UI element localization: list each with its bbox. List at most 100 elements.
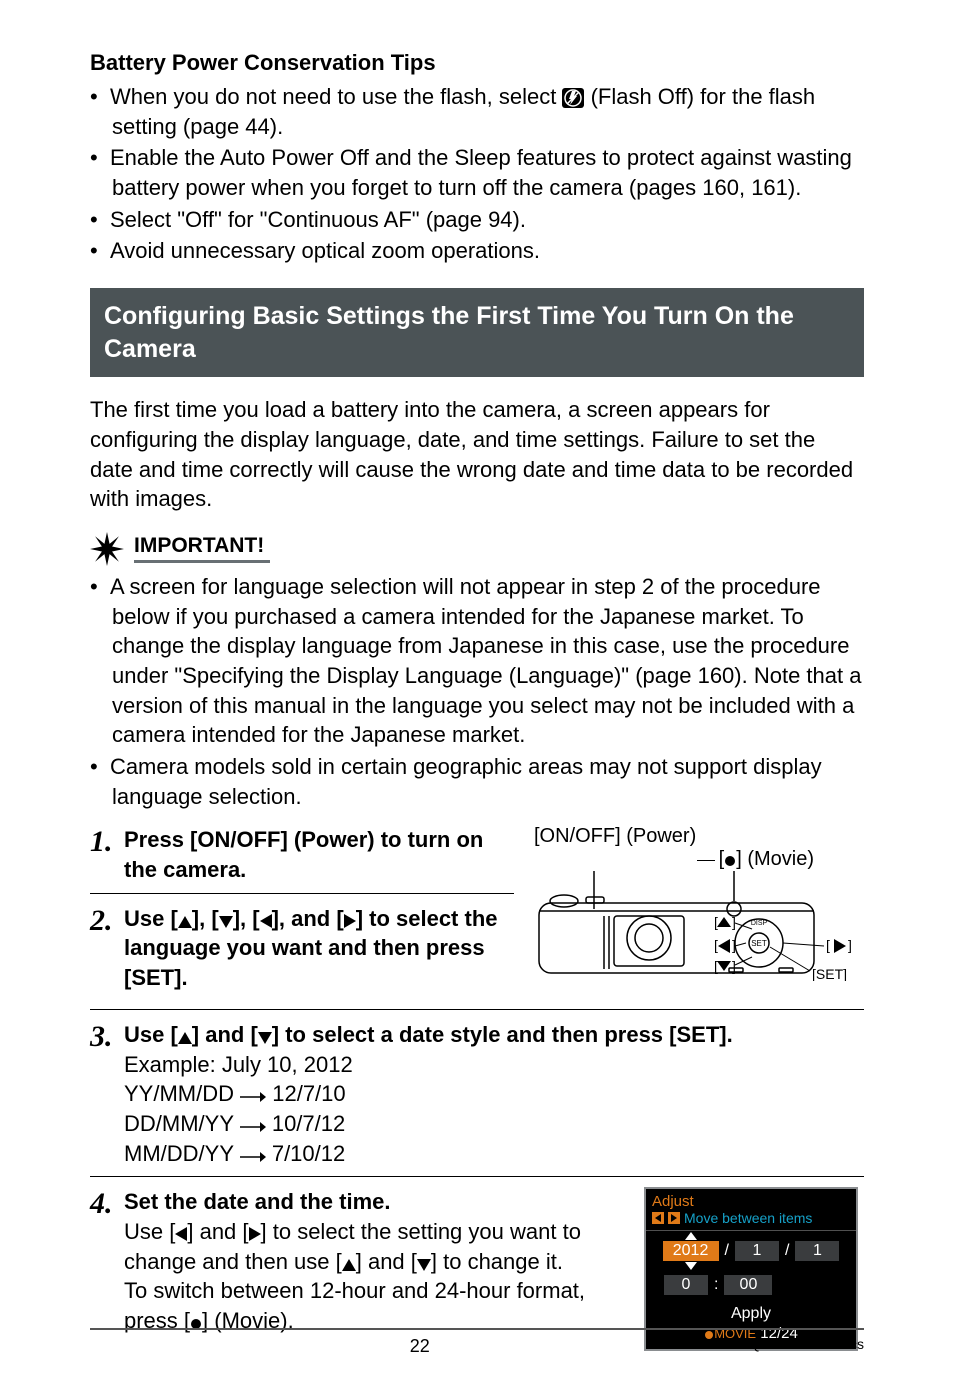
svg-text:[: [	[826, 937, 830, 953]
important-label: IMPORTANT!	[134, 534, 270, 563]
battery-tip-1: • When you do not need to use the flash,…	[90, 82, 864, 141]
apply-label: Apply	[654, 1305, 848, 1323]
important-row: IMPORTANT!	[90, 532, 864, 566]
hour-field: 0	[664, 1275, 708, 1295]
step-4-head: Set the date and the time.	[124, 1187, 624, 1217]
footer-label: Quick Start Basics	[750, 1336, 864, 1357]
dot-icon	[724, 855, 736, 867]
s2b: ], [	[192, 906, 219, 931]
s2c: ], [	[233, 906, 260, 931]
step-4-number: 4.	[90, 1187, 124, 1335]
s3l1b: 12/7/10	[266, 1081, 346, 1106]
svg-text:[: [	[714, 958, 718, 974]
battery-tip-2-text: Enable the Auto Power Off and the Sleep …	[110, 145, 852, 200]
colon: :	[714, 1276, 718, 1294]
triangle-up-icon	[178, 916, 192, 928]
step-1-number: 1.	[90, 825, 124, 884]
slash: /	[725, 1242, 729, 1260]
adjust-header: Adjust	[646, 1189, 856, 1210]
step-1: 1. Press [ON/OFF] (Power) to turn on the…	[90, 825, 514, 884]
flash-off-icon	[562, 88, 584, 108]
divider	[90, 893, 514, 894]
onoff-label: [ON/OFF] (Power)	[534, 825, 864, 848]
triangle-right-icon	[249, 1227, 261, 1241]
svg-text:]: ]	[732, 937, 736, 953]
step-4-body2: To switch between 12-hour and 24-hour fo…	[124, 1276, 624, 1335]
intro-paragraph: The first time you load a battery into t…	[90, 395, 864, 514]
s3l2b: 10/7/12	[266, 1111, 346, 1136]
arrow-right-icon	[240, 1121, 266, 1133]
step-4-body1: Use [] and [] to select the setting you …	[124, 1217, 624, 1276]
move-help: Move between items	[684, 1210, 812, 1226]
important-bullet-1: • A screen for language selection will n…	[90, 572, 864, 750]
triangle-left-icon	[260, 914, 272, 928]
movie-b: ] (Movie)	[736, 848, 814, 870]
battery-tips-heading: Battery Power Conservation Tips	[90, 50, 864, 76]
s2a: Use [	[124, 906, 178, 931]
s4be: ] to change it.	[431, 1249, 563, 1274]
important-bullets: • A screen for language selection will n…	[90, 572, 864, 812]
s3b: ] and [	[192, 1022, 258, 1047]
step-3-example: Example: July 10, 2012	[124, 1050, 864, 1080]
s3c: ] to select a date style and then press …	[272, 1022, 733, 1047]
battery-tip-1a: When you do not need to use the flash, s…	[110, 84, 563, 109]
leader-line	[697, 860, 715, 861]
triangle-left-icon	[175, 1227, 187, 1241]
arrow-right-icon	[240, 1091, 266, 1103]
svg-text:SET: SET	[751, 939, 767, 948]
svg-text:[: [	[714, 937, 718, 953]
divider	[90, 1176, 864, 1177]
battery-tips-list: • When you do not need to use the flash,…	[90, 82, 864, 266]
nav-left-icon	[652, 1212, 664, 1224]
triangle-up-icon	[178, 1032, 192, 1044]
triangle-right-icon	[344, 914, 356, 928]
step-2: 2. Use [], [], [], and [] to select the …	[90, 904, 514, 993]
year-field: 2012	[663, 1241, 719, 1261]
triangle-down-icon	[258, 1032, 272, 1044]
s3l3a: MM/DD/YY	[124, 1141, 240, 1166]
battery-tip-2: • Enable the Auto Power Off and the Slee…	[90, 143, 864, 202]
important-b1-text: A screen for language selection will not…	[110, 574, 862, 747]
starburst-icon	[90, 532, 124, 566]
arrow-right-icon	[240, 1151, 266, 1163]
step-3-line2: DD/MM/YY 10/7/12	[124, 1109, 864, 1139]
page-number: 22	[90, 1336, 750, 1357]
step-2-head: Use [], [], [], and [] to select the lan…	[124, 906, 498, 990]
battery-tip-3-text: Select "Off" for "Continuous AF" (page 9…	[110, 207, 526, 232]
day-field: 1	[795, 1241, 839, 1261]
s2d: ], and [	[272, 906, 344, 931]
step-3: 3. Use [ ] and [ ] to select a date style …	[90, 1020, 864, 1168]
svg-text:[: [	[714, 914, 718, 930]
step-3-line1: YY/MM/DD 12/7/10	[124, 1079, 864, 1109]
svg-text:]: ]	[848, 937, 852, 953]
camera-illustration: SET DISP [	[534, 871, 864, 981]
svg-text:]: ]	[732, 958, 736, 974]
step-3-number: 3.	[90, 1020, 124, 1168]
battery-tip-3: • Select "Off" for "Continuous AF" (page…	[90, 205, 864, 235]
important-b2-text: Camera models sold in certain geographic…	[110, 754, 822, 809]
s4ba: Use [	[124, 1219, 175, 1244]
s4bb: ] and [	[187, 1219, 248, 1244]
step-1-head: Press [ON/OFF] (Power) to turn on the ca…	[124, 827, 483, 882]
triangle-up-icon	[342, 1259, 356, 1271]
s3l3b: 7/10/12	[266, 1141, 346, 1166]
minute-field: 00	[724, 1275, 772, 1295]
title-bar: Configuring Basic Settings the First Tim…	[90, 288, 864, 377]
s3a: Use [	[124, 1022, 178, 1047]
movie-label: [] (Movie)	[534, 848, 864, 871]
nav-right-icon	[668, 1212, 680, 1224]
s3l2a: DD/MM/YY	[124, 1111, 240, 1136]
s3l1a: YY/MM/DD	[124, 1081, 240, 1106]
battery-tip-4: • Avoid unnecessary optical zoom operati…	[90, 236, 864, 266]
step-4: 4. Set the date and the time. Use [ ] and…	[90, 1187, 624, 1335]
battery-tip-4-text: Avoid unnecessary optical zoom operation…	[110, 238, 540, 263]
svg-text:DISP: DISP	[751, 920, 768, 927]
page-footer: 22 Quick Start Basics	[90, 1328, 864, 1357]
important-bullet-2: • Camera models sold in certain geograph…	[90, 752, 864, 811]
step-3-head: Use [ ] and [ ] to select a date style and…	[124, 1020, 864, 1050]
triangle-down-icon	[417, 1259, 431, 1271]
month-field: 1	[735, 1241, 779, 1261]
set-label: [SET]	[812, 966, 847, 981]
svg-text:]: ]	[732, 914, 736, 930]
date-adjust-screen: Adjust Move between items 2012 /	[644, 1187, 858, 1351]
